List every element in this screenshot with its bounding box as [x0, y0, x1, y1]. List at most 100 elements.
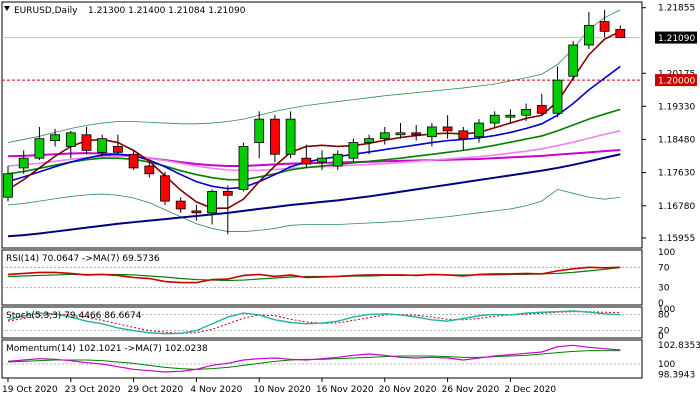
- current-price-label: 1.21090: [658, 34, 695, 44]
- candle: [97, 134, 108, 157]
- candle: [584, 11, 594, 49]
- band-upper-line: [7, 9, 621, 143]
- bull-candle-body: [348, 142, 359, 159]
- bull-candle-body: [552, 79, 563, 114]
- candle: [395, 123, 406, 139]
- price-tick-label: 1.21855: [658, 4, 695, 14]
- stoch-k-line: [7, 310, 621, 335]
- bull-candle-body: [18, 157, 29, 169]
- rsi-line: [7, 266, 621, 284]
- band-lower-line: [7, 188, 621, 232]
- momentum-label: Momentum(14) 102.1021 ->MA(7) 102.0238: [6, 344, 208, 354]
- candle: [50, 128, 60, 147]
- candle: [301, 144, 312, 168]
- price-tick-label: 1.16780: [658, 202, 695, 212]
- candle: [254, 111, 265, 159]
- date-tick-label: 19 Oct 2020: [2, 385, 58, 395]
- candle: [615, 25, 626, 38]
- date-tick-label: 4 Nov 2020: [190, 385, 242, 395]
- level-price-badge: [655, 74, 697, 87]
- candle: [81, 126, 92, 155]
- axis-tick-label: 100: [658, 305, 675, 315]
- bull-candle-body: [489, 114, 500, 124]
- bear-candle-body: [160, 175, 170, 202]
- date-axis: 19 Oct 2020 23 Oct 2020 29 Oct 2020 4 Nov 2…: [2, 378, 556, 395]
- rsi-axis: 100 70 30 0: [658, 248, 675, 309]
- stoch-plot-layer: [2, 310, 642, 335]
- date-tick-label: 20 Nov 2020: [379, 385, 437, 395]
- current-price-badge: [655, 31, 697, 44]
- candle: [207, 189, 218, 225]
- candle: [599, 9, 610, 38]
- bear-candle-body: [599, 21, 610, 32]
- rsi-label: RSI(14) 70.0647 ->MA(7) 69.5736: [6, 254, 160, 264]
- ma_navy-line: [7, 153, 621, 238]
- bull-candle-body: [364, 138, 375, 143]
- axis-tick-label: 70: [658, 263, 670, 273]
- candle: [426, 123, 437, 147]
- ma_fast-line: [7, 30, 621, 209]
- candle: [113, 134, 123, 155]
- candle: [458, 126, 469, 151]
- bull-candle-body: [317, 157, 327, 163]
- candle: [34, 126, 45, 161]
- main-plot-layer: [2, 9, 642, 238]
- bear-candle-body: [458, 130, 469, 140]
- ohlc-values: 1.21300 1.21400 1.21084 1.21090: [88, 6, 246, 16]
- date-tick-label: 26 Nov 2020: [442, 385, 500, 395]
- bull-candle-body: [521, 108, 531, 116]
- candle: [65, 130, 76, 159]
- candle: [552, 66, 563, 118]
- bear-candle-body: [442, 126, 453, 132]
- candle: [348, 138, 359, 163]
- bull-candle-body: [254, 118, 265, 143]
- candle: [285, 111, 296, 159]
- momentum-plot-layer: [2, 344, 642, 373]
- symbol-title: EURUSD,Daily: [14, 6, 78, 16]
- date-tick-label: 23 Oct 2020: [65, 385, 121, 395]
- candle: [317, 150, 327, 170]
- candle: [568, 41, 579, 81]
- bull-candle-body: [238, 146, 249, 190]
- bull-candle-body: [426, 126, 437, 138]
- candle: [128, 150, 139, 170]
- candle: [175, 197, 186, 213]
- bull-candle-body: [568, 44, 579, 77]
- axis-tick-label: 20: [658, 327, 670, 337]
- price-tick-label: 1.15955: [658, 234, 695, 244]
- candle: [442, 115, 453, 139]
- bear-candle-body: [301, 157, 312, 165]
- candle: [536, 93, 547, 116]
- candle: [191, 205, 202, 221]
- axis-tick-label: 98.3943: [658, 371, 695, 381]
- bear-candle-body: [128, 153, 139, 169]
- ma_navy_fast-line: [7, 65, 621, 190]
- bull-candle-body: [50, 134, 60, 142]
- bear-candle-body: [411, 132, 422, 136]
- candle: [505, 109, 516, 124]
- bull-candle-body: [332, 153, 343, 167]
- level-price-label: 1.20000: [658, 77, 695, 87]
- candle: [332, 150, 343, 170]
- ma_green-line: [7, 108, 621, 181]
- candle: [411, 125, 422, 141]
- bull-candle-body: [207, 190, 218, 214]
- axis-tick-label: 0: [658, 332, 664, 342]
- candle: [222, 185, 233, 235]
- axis-tick-label: 100: [658, 360, 675, 370]
- candle: [269, 115, 280, 163]
- price-tick-label: 1.18480: [658, 135, 695, 145]
- bull-candle-body: [97, 138, 108, 153]
- axis-tick-label: 80: [658, 310, 670, 320]
- bull-candle-body: [3, 173, 13, 198]
- collapse-arrow-icon[interactable]: [4, 6, 10, 11]
- bear-candle-body: [144, 165, 155, 175]
- candle: [160, 171, 170, 206]
- bull-candle-body: [379, 132, 390, 140]
- bull-candle-body: [474, 122, 484, 138]
- bear-candle-body: [191, 210, 202, 214]
- bear-candle-body: [615, 28, 626, 38]
- bear-candle-body: [269, 118, 280, 155]
